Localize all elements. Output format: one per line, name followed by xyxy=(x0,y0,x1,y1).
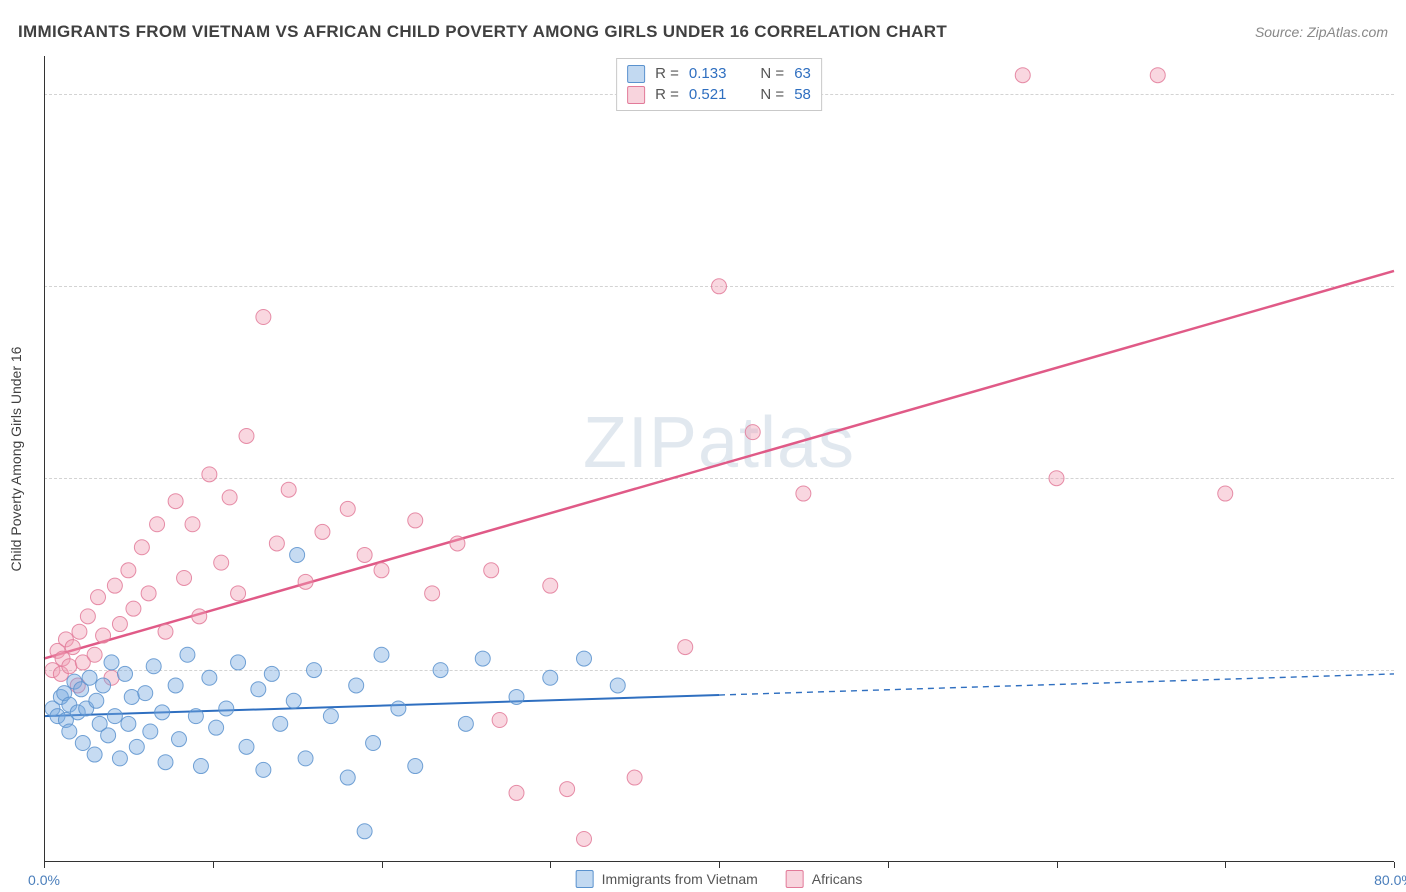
r-label: R = xyxy=(655,84,679,105)
r-value-pink: 0.521 xyxy=(689,84,727,105)
n-value-pink: 58 xyxy=(794,84,811,105)
source-credit: Source: ZipAtlas.com xyxy=(1255,24,1388,40)
legend-label-africans: Africans xyxy=(812,871,863,887)
x-tick-mark xyxy=(1225,862,1226,868)
legend-label-vietnam: Immigrants from Vietnam xyxy=(602,871,758,887)
r-label: R = xyxy=(655,63,679,84)
legend-item-vietnam: Immigrants from Vietnam xyxy=(576,870,758,888)
r-value-blue: 0.133 xyxy=(689,63,727,84)
legend-swatch-pink-icon xyxy=(627,86,645,104)
x-tick-mark xyxy=(1057,862,1058,868)
x-tick-mark xyxy=(550,862,551,868)
x-tick-mark xyxy=(888,862,889,868)
legend-swatch-pink-icon xyxy=(786,870,804,888)
series-legend: Immigrants from Vietnam Africans xyxy=(576,870,863,888)
n-label: N = xyxy=(760,63,784,84)
x-tick-80: 80.0% xyxy=(1374,872,1406,888)
legend-row-blue: R = 0.133 N = 63 xyxy=(627,63,811,84)
source-label: Source: xyxy=(1255,24,1303,40)
x-tick-mark xyxy=(44,862,45,868)
source-name: ZipAtlas.com xyxy=(1307,24,1388,40)
x-tick-0: 0.0% xyxy=(28,872,60,888)
x-tick-mark xyxy=(1394,862,1395,868)
correlation-legend: R = 0.133 N = 63 R = 0.521 N = 58 xyxy=(616,58,822,111)
n-label: N = xyxy=(760,84,784,105)
legend-swatch-blue-icon xyxy=(627,65,645,83)
legend-item-africans: Africans xyxy=(786,870,863,888)
x-tick-mark xyxy=(213,862,214,868)
x-tick-mark xyxy=(719,862,720,868)
chart-title: IMMIGRANTS FROM VIETNAM VS AFRICAN CHILD… xyxy=(18,22,947,42)
plot-frame xyxy=(44,56,1394,862)
n-value-blue: 63 xyxy=(794,63,811,84)
x-tick-mark xyxy=(382,862,383,868)
legend-swatch-blue-icon xyxy=(576,870,594,888)
legend-row-pink: R = 0.521 N = 58 xyxy=(627,84,811,105)
y-axis-title: Child Poverty Among Girls Under 16 xyxy=(8,347,24,572)
plot-area: Child Poverty Among Girls Under 16 ZIPat… xyxy=(44,56,1394,862)
